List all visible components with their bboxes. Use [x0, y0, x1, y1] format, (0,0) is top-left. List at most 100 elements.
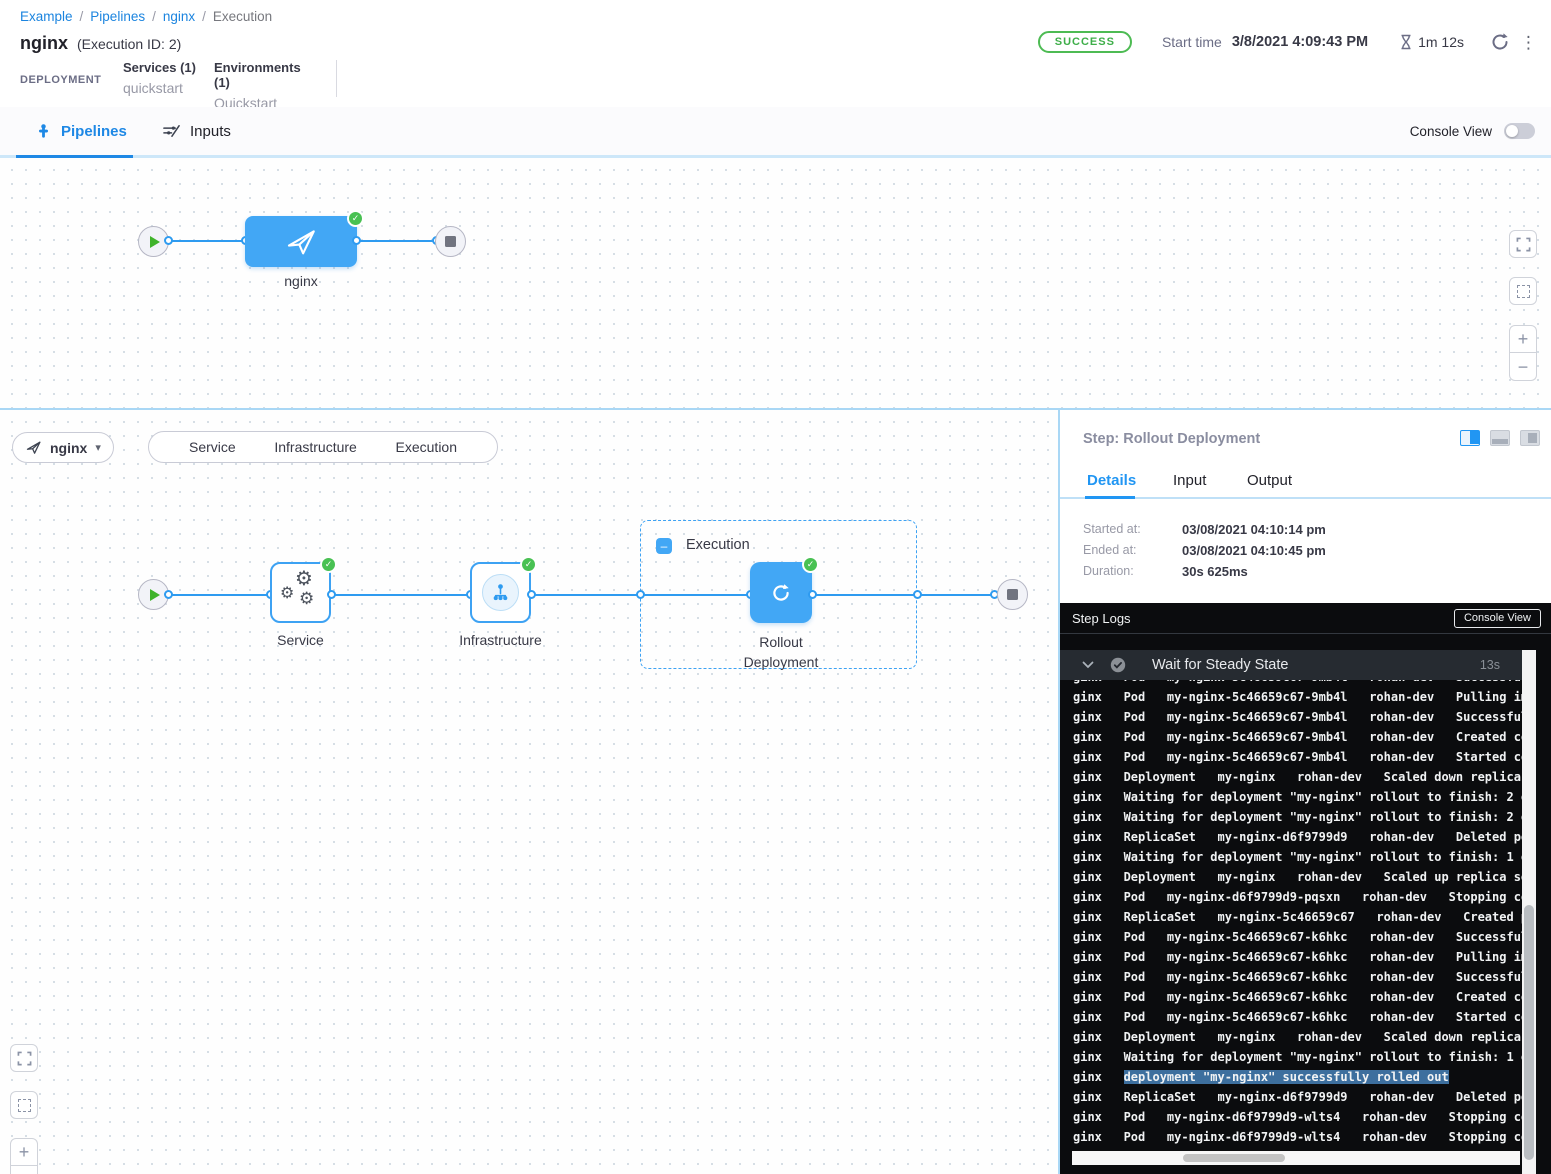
tab-output[interactable]: Output	[1247, 472, 1292, 489]
step-logs-title: Step Logs	[1072, 611, 1131, 626]
zoom-in-button[interactable]: +	[1509, 325, 1537, 353]
breadcrumb-separator: /	[80, 9, 84, 24]
page-title: nginx	[20, 33, 68, 54]
log-line: ginx Pod my-nginx-5c46659c67-k6hkc rohan…	[1073, 927, 1522, 947]
execution-group-label: Execution	[686, 537, 750, 553]
layout-bottom-panel-icon[interactable]	[1490, 430, 1510, 446]
breadcrumb-example[interactable]: Example	[20, 9, 73, 24]
layout-minimized-panel-icon[interactable]	[1520, 430, 1540, 446]
more-options-menu-icon[interactable]: ⋮	[1520, 34, 1537, 51]
node-rollout-deployment[interactable]	[750, 562, 812, 623]
stage-end-node[interactable]	[997, 579, 1028, 610]
breadcrumb-separator: /	[202, 9, 206, 24]
app-window: Example / Pipelines / nginx / Execution nginx …	[0, 0, 1551, 1174]
node-service-label: Service	[270, 632, 331, 648]
log-line: ginx Pod my-nginx-5c46659c67-9mb4l rohan…	[1073, 680, 1522, 687]
success-check-badge: ✓	[320, 556, 337, 573]
node-rollout-label: RolloutDeployment	[731, 632, 831, 672]
reset-view-button[interactable]	[10, 1091, 38, 1119]
log-line: ginx Waiting for deployment "my-nginx" r…	[1073, 787, 1522, 807]
log-line: ginx Pod my-nginx-5c46659c67-9mb4l rohan…	[1073, 727, 1522, 747]
infrastructure-icon	[482, 574, 519, 611]
log-line: ginx Deployment my-nginx rohan-dev Scale…	[1073, 767, 1522, 787]
vertical-scrollbar[interactable]	[1522, 650, 1536, 1174]
log-line: ginx ReplicaSet my-nginx-d6f9799d9 rohan…	[1073, 827, 1522, 847]
paper-plane-icon	[284, 225, 318, 259]
log-section-wait-for-steady-state[interactable]: Wait for Steady State 13s	[1060, 650, 1522, 680]
ended-at-value: 03/08/2021 04:10:45 pm	[1182, 543, 1326, 558]
connector-port	[164, 236, 173, 245]
services-value[interactable]: quickstart	[123, 80, 214, 96]
console-view-button[interactable]: Console View	[1454, 609, 1541, 628]
success-check-badge: ✓	[802, 556, 819, 573]
duration-value: 30s 625ms	[1182, 564, 1248, 579]
node-infrastructure[interactable]	[470, 562, 531, 623]
inputs-icon	[163, 124, 180, 138]
success-check-badge: ✓	[520, 556, 537, 573]
tab-input[interactable]: Input	[1173, 472, 1206, 489]
started-at-value: 03/08/2021 04:10:14 pm	[1182, 522, 1326, 537]
stage-selector-dropdown[interactable]: nginx ▾	[12, 432, 114, 463]
connector-port	[636, 590, 645, 599]
stage-canvas[interactable]: nginx ▾ Service Infrastructure Execution…	[0, 410, 1058, 1174]
node-service[interactable]: ⚙ ⚙ ⚙	[270, 562, 331, 623]
layout-right-panel-icon[interactable]	[1460, 430, 1480, 446]
log-line: ginx Waiting for deployment "my-nginx" r…	[1073, 807, 1522, 827]
fit-to-screen-button[interactable]	[1509, 230, 1537, 258]
pipeline-canvas[interactable]: ✓ nginx + −	[0, 158, 1551, 408]
log-section-title: Wait for Steady State	[1152, 657, 1288, 673]
divider	[1058, 410, 1060, 1174]
breadcrumb-nginx[interactable]: nginx	[163, 9, 195, 24]
console-view-label: Console View	[1410, 124, 1492, 139]
log-line: ginx Pod my-nginx-5c46659c67-k6hkc rohan…	[1073, 947, 1522, 967]
tab-infrastructure[interactable]: Infrastructure	[274, 439, 356, 455]
breadcrumb-pipelines[interactable]: Pipelines	[90, 9, 145, 24]
stage-selector-label: nginx	[50, 440, 87, 456]
status-badge: SUCCESS	[1038, 31, 1132, 53]
connector-port	[808, 590, 817, 599]
scrollbar-thumb[interactable]	[1524, 905, 1534, 1160]
console-view-toggle[interactable]	[1504, 123, 1535, 139]
ended-at-label: Ended at:	[1083, 543, 1182, 558]
tab-inputs[interactable]: Inputs	[163, 107, 231, 155]
connector-port	[164, 590, 173, 599]
log-output[interactable]: ginx Pod my-nginx-5c46659c67-9mb4l rohan…	[1060, 680, 1522, 1151]
chevron-down-icon: ▾	[95, 441, 101, 454]
tab-inputs-label: Inputs	[190, 123, 231, 140]
pipeline-end-node[interactable]	[435, 226, 466, 257]
log-line: ginx Pod my-nginx-d6f9799d9-pqsxn rohan-…	[1073, 887, 1522, 907]
rollout-refresh-icon	[770, 582, 792, 604]
dashed-square-icon	[18, 1099, 31, 1112]
services-label: Services (1)	[123, 60, 214, 75]
chevron-down-icon[interactable]	[1082, 661, 1094, 669]
play-icon	[150, 589, 160, 601]
page-header: Example/Pipelines/nginx/Execution nginx …	[0, 0, 1551, 107]
stage-node-nginx[interactable]	[245, 216, 357, 267]
environments-label: Environments (1)	[214, 60, 320, 90]
zoom-out-button[interactable]: −	[10, 1166, 38, 1174]
scrollbar-thumb[interactable]	[1183, 1154, 1285, 1162]
gear-icon: ⚙	[280, 586, 294, 602]
collapse-group-button[interactable]: –	[656, 538, 672, 554]
tab-execution[interactable]: Execution	[396, 439, 457, 455]
log-line: ginx ReplicaSet my-nginx-5c46659c67 roha…	[1073, 907, 1522, 927]
log-line: ginx Pod my-nginx-d6f9799d9-wlts4 rohan-…	[1073, 1107, 1522, 1127]
breadcrumb-separator: /	[152, 9, 156, 24]
log-line: ginx Waiting for deployment "my-nginx" r…	[1073, 1047, 1522, 1067]
stop-icon	[445, 236, 456, 247]
refresh-button[interactable]	[1490, 32, 1510, 52]
pipeline-icon	[36, 124, 51, 139]
horizontal-scrollbar[interactable]	[1072, 1151, 1520, 1165]
log-line: ginx Pod my-nginx-5c46659c67-9mb4l rohan…	[1073, 707, 1522, 727]
tab-details[interactable]: Details	[1087, 472, 1136, 489]
tab-pipelines[interactable]: Pipelines	[36, 107, 127, 155]
reset-view-button[interactable]	[1509, 277, 1537, 305]
log-line: ginx Pod my-nginx-5c46659c67-9mb4l rohan…	[1073, 747, 1522, 767]
connector-port	[527, 590, 536, 599]
zoom-out-button[interactable]: −	[1509, 353, 1537, 381]
fit-to-screen-button[interactable]	[10, 1044, 38, 1072]
tab-service[interactable]: Service	[189, 439, 236, 455]
gear-icon: ⚙	[295, 569, 313, 589]
zoom-in-button[interactable]: +	[10, 1138, 38, 1166]
connector-port	[352, 236, 361, 245]
